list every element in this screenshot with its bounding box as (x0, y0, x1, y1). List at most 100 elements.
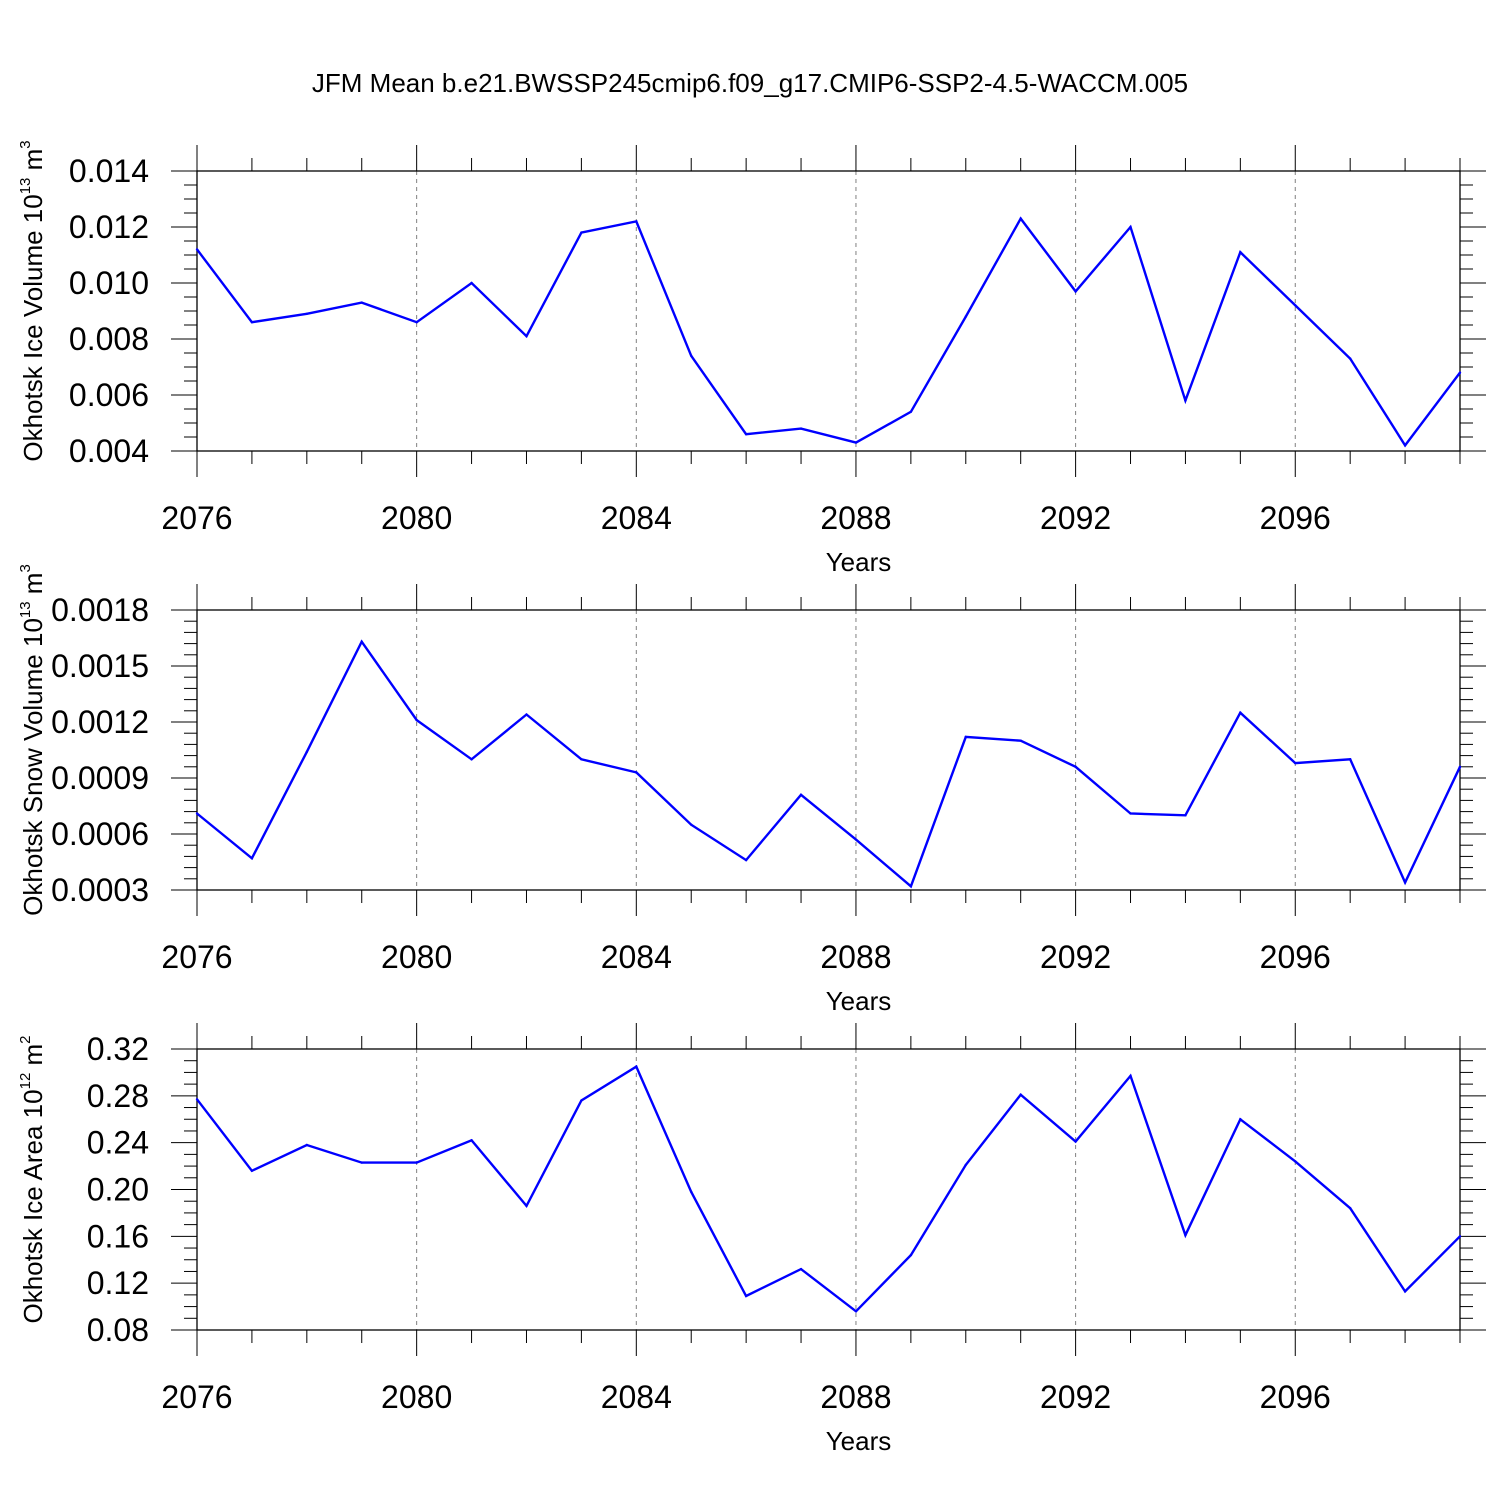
data-point (1294, 761, 1297, 765)
x-tick-label: 2084 (601, 500, 672, 536)
x-tick-label: 2076 (161, 1379, 232, 1415)
data-point (635, 1065, 638, 1068)
data-point (854, 441, 858, 444)
data-point (470, 1139, 473, 1142)
data-point (1129, 225, 1132, 229)
data-point (415, 321, 418, 324)
x-tick-label: 2080 (381, 939, 452, 975)
data-point (690, 1190, 693, 1194)
data-point (1348, 1207, 1352, 1210)
data-point (415, 718, 418, 722)
data-point (580, 1099, 583, 1102)
data-point (690, 354, 693, 357)
y-tick-label: 0.0015 (51, 648, 149, 684)
data-point (195, 248, 199, 251)
x-tick-label: 2096 (1260, 939, 1331, 975)
figure-title: JFM Mean b.e21.BWSSP245cmip6.f09_g17.CMI… (311, 68, 1189, 98)
data-point (1184, 814, 1187, 817)
data-point (964, 315, 967, 318)
plot-frame (196, 609, 1461, 891)
series-line-1 (196, 1064, 1461, 1313)
x-tick-label: 2092 (1040, 1379, 1111, 1415)
data-point (1184, 1233, 1187, 1237)
y-tick-label: 0.0006 (51, 816, 149, 852)
x-tick-label: 2084 (601, 1379, 672, 1415)
x-tick-label: 2088 (820, 939, 891, 975)
y-tick-label: 0.28 (87, 1078, 149, 1114)
y-tick-label: 0.010 (69, 265, 149, 301)
y-tick-label: 0.0009 (51, 760, 149, 796)
data-point (360, 640, 363, 643)
data-point (305, 312, 309, 315)
data-point (305, 750, 309, 754)
y-tick-label: 0.0018 (51, 592, 149, 628)
chart-panel-2: 2076 2080 2084 2088 2092 2096 0.0003 0.0006 0.00… (17, 564, 1486, 1016)
x-tick-label: 2076 (161, 500, 232, 536)
data-point (909, 410, 913, 413)
x-tick-label: 2092 (1040, 500, 1111, 536)
data-point (1403, 444, 1407, 447)
x-tick-label: 2092 (1040, 939, 1111, 975)
data-point (1458, 765, 1462, 768)
data-point (525, 713, 528, 716)
data-point (1019, 739, 1022, 742)
data-point (1129, 812, 1132, 815)
y-tick-label: 0.12 (87, 1265, 149, 1301)
y-tick-label: 0.006 (69, 377, 149, 413)
x-tick-label: 2076 (161, 939, 232, 975)
data-point (909, 1253, 913, 1257)
y-tick-label: 0.014 (69, 153, 149, 189)
data-point (1239, 1118, 1242, 1121)
data-point (1348, 758, 1352, 761)
x-tick-label: 2088 (820, 500, 891, 536)
data-point (744, 858, 748, 862)
data-point (1294, 304, 1297, 307)
y-tick-label: 0.0003 (51, 872, 149, 908)
series-line-1 (196, 216, 1461, 448)
x-tick-label: 2096 (1260, 1379, 1331, 1415)
x-axis-label: Years (826, 1426, 892, 1456)
data-point (854, 838, 858, 841)
x-tick-label: 2080 (381, 1379, 452, 1415)
chart-panel-1: 2076 2080 2084 2088 2092 2096 0.004 0.006 0.008 0… (17, 140, 1486, 577)
y-tick-label: 0.24 (87, 1125, 149, 1161)
y-tick-label: 0.004 (69, 433, 149, 469)
x-axis-label: Years (826, 547, 892, 577)
y-tick-label: 0.0012 (51, 704, 149, 740)
data-point (1129, 1074, 1132, 1078)
data-point (1074, 290, 1077, 293)
data-point (635, 220, 638, 223)
data-point (360, 1161, 363, 1164)
data-point (415, 1161, 418, 1164)
data-point (1184, 399, 1187, 402)
data-point (250, 321, 254, 324)
data-point (964, 1163, 967, 1167)
data-point (799, 1267, 803, 1271)
data-point (1294, 1160, 1297, 1163)
data-point (580, 231, 583, 234)
chart-panel-3: 2076 2080 2084 2088 2092 2096 0.08 0.12 0.16 0.20… (17, 1023, 1486, 1456)
y-tick-label: 0.08 (87, 1312, 149, 1348)
data-point (1403, 1290, 1407, 1293)
y-axis-label: Okhotsk Snow Volume 1013 m3 (17, 564, 48, 916)
data-point (1074, 1140, 1077, 1143)
y-tick-label: 0.012 (69, 209, 149, 245)
x-tick-label: 2096 (1260, 500, 1331, 536)
x-axis-label: Years (826, 986, 892, 1016)
y-tick-label: 0.16 (87, 1218, 149, 1254)
data-point (690, 823, 693, 826)
data-point (250, 1169, 254, 1172)
y-axis-label: Okhotsk Ice Volume 1013 m3 (17, 140, 48, 461)
series-line-1 (196, 639, 1462, 889)
data-point (360, 301, 363, 304)
y-axis-label: Okhotsk Ice Area 1012 m2 (17, 1035, 48, 1323)
data-point (964, 735, 967, 739)
y-tick-label: 0.32 (87, 1031, 149, 1067)
data-point (195, 812, 199, 815)
data-point (799, 793, 803, 796)
data-point (744, 433, 748, 436)
y-tick-label: 0.20 (87, 1172, 149, 1208)
data-point (525, 1204, 528, 1208)
data-point (1403, 881, 1407, 884)
